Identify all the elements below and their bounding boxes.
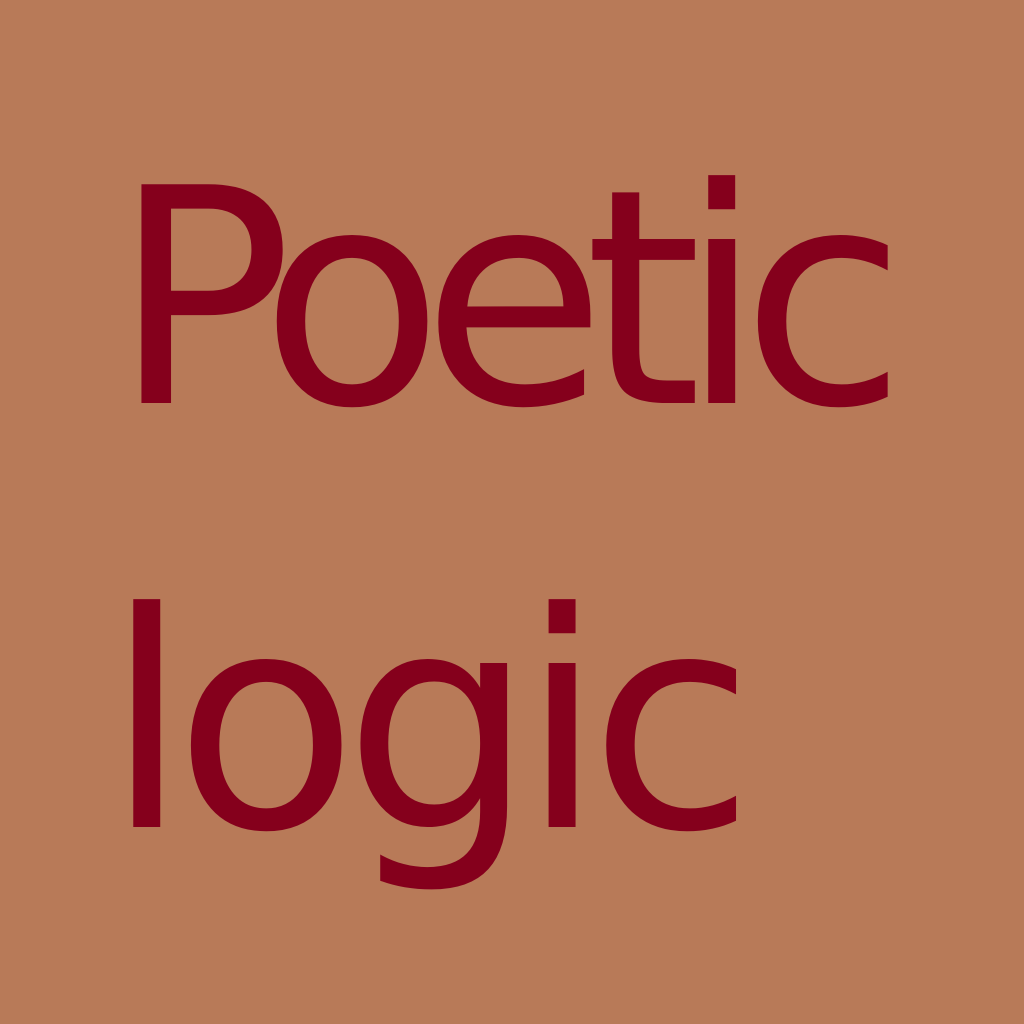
poster-line-2: logic	[105, 549, 755, 898]
poster-line-1: Poetic	[112, 125, 906, 474]
